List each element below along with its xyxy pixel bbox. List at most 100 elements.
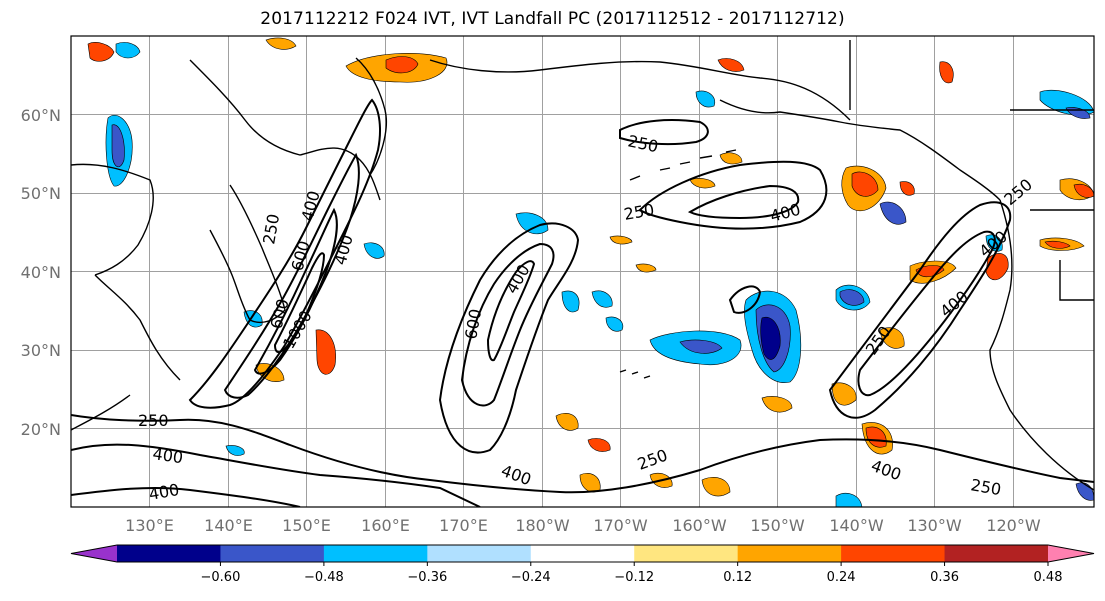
contour-label: 250 [138,411,169,430]
negative-anomaly-patch [760,316,781,360]
positive-anomaly-patch [879,327,905,349]
aleutian-islands [629,149,737,181]
alaska-coastline [719,99,1001,201]
lon-label: 170°E [439,516,488,535]
negative-anomaly-patch [561,290,580,313]
positive-anomaly-patch [115,42,141,59]
positive-anomaly-patch [831,382,857,406]
ivt-contour-250 [71,414,1094,494]
colorbar-segments [70,544,1095,563]
colorbar-tick-label: −0.48 [304,570,344,585]
positive-anomaly-patch [555,413,579,431]
colorbar-tick-label: −0.36 [407,570,447,585]
lon-label: 140°E [204,516,253,535]
colorbar-swatch [841,545,946,562]
positive-anomaly-patch [1073,183,1094,198]
colorbar-tick-label: −0.24 [511,570,551,585]
negative-anomaly-patch [879,201,907,225]
ivt-contour-400-east [857,230,996,397]
colorbar-tick-label: 0.24 [827,570,856,585]
ivt-contour-400-south [71,486,301,507]
colorbar-swatch [427,545,532,562]
colorbar-swatch [737,545,842,562]
positive-anomaly-patch [87,42,115,62]
colorbar-extend-min [71,545,117,562]
lon-label: 160°E [361,516,410,535]
graticule [71,36,1094,507]
negative-anomaly-patch [111,124,125,168]
map-title: 2017112212 F024 IVT, IVT Landfall PC (20… [260,9,845,29]
lon-label: 120°W [986,516,1041,535]
ivt-contour-1000-asia-band [273,252,326,354]
ivt-contour-250-gulf [619,119,709,146]
ivt-contour-400-north [687,184,800,220]
negative-anomaly-patch [695,90,716,108]
positive-anomaly-patch [717,58,745,72]
north-america-coastline [989,199,1094,491]
positive-anomaly-patch [719,152,743,165]
sakhalin-kamchatka-coastline [189,57,387,201]
ivt-contour-400-central [460,242,555,407]
contour-label: 400 [151,444,184,467]
ivt-contour-400 [71,443,481,507]
ivt-contour-hawaii-loop [728,285,762,314]
lon-label: 160°W [672,516,727,535]
colorbar-swatch [220,545,325,562]
coastlines [71,40,1094,491]
colorbar-tick-label: 0.12 [723,570,752,585]
positive-anomaly-patch [315,329,336,375]
positive-anomaly-patch [587,438,611,452]
positive-anomaly-patch [761,396,793,413]
positive-anomaly-patch [701,477,731,497]
positive-anomaly-patch [915,265,945,278]
ivt-contours [71,98,1094,507]
positive-anomaly-patch [1044,240,1071,249]
negative-anomaly-patch [591,290,613,308]
colorbar-tick-label: −0.12 [614,570,654,585]
positive-anomaly-patch [899,181,915,196]
latitude-labels: 60°N 50°N 40°N 30°N 20°N [21,106,61,439]
colorbar-ticks: −0.60 −0.48 −0.36 −0.24 −0.12 0.12 0.24 0.36 0.4… [201,562,1062,585]
colorbar-swatch [323,545,428,562]
colorbar-swatch [634,545,739,562]
negative-anomaly-patch [679,339,723,354]
positive-anomaly-patch [689,178,716,189]
lon-label: 140°W [829,516,884,535]
lat-label: 30°N [21,341,61,360]
negative-anomaly-patch [225,445,245,456]
negative-anomaly-patch [835,493,863,507]
lat-label: 40°N [21,263,61,282]
positive-anomaly-patch [385,56,419,74]
hawaii-islands [619,369,651,379]
colorbar-tick-label: −0.60 [201,570,241,585]
negative-anomaly-patch [515,212,549,235]
lat-label: 60°N [21,106,61,125]
colorbar-swatch [530,545,635,562]
lon-label: 150°E [282,516,331,535]
colorbar-outline [70,544,1095,563]
canada-border [849,40,1094,301]
negative-anomaly-patch [605,316,624,332]
positive-anomaly-patch [609,235,633,245]
lon-label: 150°W [750,516,805,535]
colorbar-swatch [117,545,221,562]
positive-anomaly-patch [635,263,657,273]
longitude-labels: 130°E 140°E 150°E 160°E 170°E 180°W 170°W 160°W… [125,516,1041,535]
ivt-contour-250-north [638,160,828,230]
map-frame [70,35,1095,508]
colorbar-extend-max [1048,545,1094,562]
asia-coastline [71,163,181,431]
ivt-contour-600-asia-band [253,207,338,375]
lat-label: 20°N [21,420,61,439]
colorbar-tick-label: 0.36 [930,570,959,585]
ivt-contour-250-central [438,222,580,454]
negative-anomaly-patch [363,242,385,259]
lon-label: 130°W [907,516,962,535]
ivt-contour-600-central [486,260,536,362]
ivt-contour-250-east [828,201,1012,419]
lon-label: 130°E [125,516,174,535]
positive-anomaly-patch [265,37,297,50]
positive-anomaly-patch [939,61,954,84]
